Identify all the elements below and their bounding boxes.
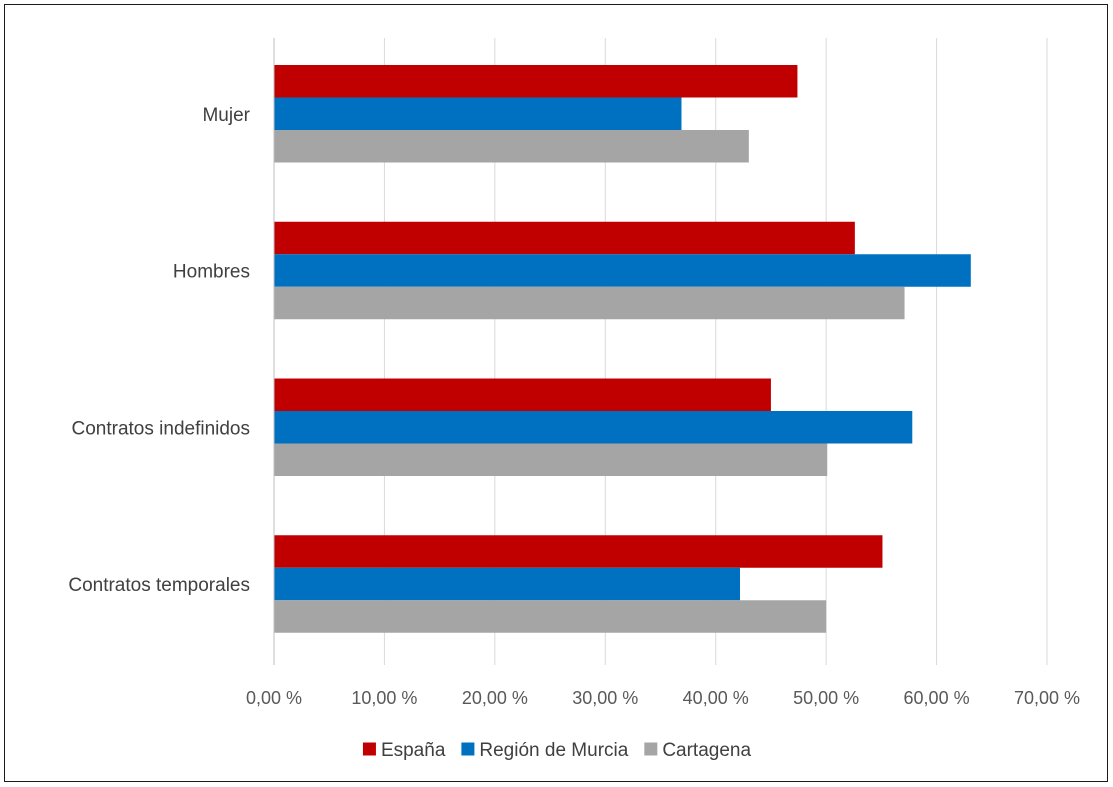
legend-swatch (362, 742, 376, 756)
category-label: Mujer (202, 105, 250, 126)
bar-espana-mujer (274, 65, 798, 98)
bar-espana-hombres (274, 221, 855, 255)
bar-espana-contratos-temporales (274, 535, 883, 568)
legend: España Región de Murcia Cartagena (362, 740, 751, 761)
legend-label: Cartagena (662, 740, 751, 761)
chart-frame: Mujer Hombres Contratos indefinidos Contrat… (4, 4, 1108, 782)
legend-swatch (461, 742, 475, 756)
x-tick-label: 10,00 % (351, 688, 417, 708)
x-tick-label: 20,00 % (462, 688, 528, 708)
x-tick-label: 40,00 % (683, 688, 749, 708)
bar-region-de-murcia-mujer (274, 97, 682, 130)
x-tick-label: 30,00 % (572, 688, 638, 708)
bar-espana-contratos-indefinidos (274, 378, 771, 411)
x-tick-label: 50,00 % (793, 688, 859, 708)
legend-item-cartagena: Cartagena (644, 740, 751, 761)
bar-region-de-murcia-contratos-temporales (274, 567, 741, 601)
bar-cartagena-hombres (274, 286, 905, 320)
x-tick-label: 60,00 % (904, 688, 970, 708)
category-label: Contratos temporales (68, 575, 250, 596)
bar-region-de-murcia-contratos-indefinidos (274, 411, 913, 444)
category-labels: Mujer Hombres Contratos indefinidos Contrat… (68, 105, 250, 596)
bar-region-de-murcia-hombres (274, 254, 971, 287)
category-label: Hombres (173, 262, 250, 283)
legend-label: España (381, 740, 446, 761)
legend-item-region-de-murcia: Región de Murcia (461, 740, 629, 761)
tick-labels: 0,00 % 10,00 % 20,00 % 30,00 % 40,00 % 50,00 … (246, 688, 1080, 708)
legend-item-espana: España (362, 740, 446, 761)
x-tick-label: 0,00 % (246, 688, 302, 708)
bars (274, 65, 971, 633)
bar-cartagena-contratos-indefinidos (274, 443, 828, 476)
x-tick-label: 70,00 % (1014, 688, 1080, 708)
legend-label: Región de Murcia (479, 740, 628, 761)
legend-swatch (644, 742, 658, 756)
bar-chart: Mujer Hombres Contratos indefinidos Contrat… (68, 38, 1080, 761)
bar-cartagena-mujer (274, 130, 749, 163)
bar-cartagena-contratos-temporales (274, 600, 827, 633)
category-label: Contratos indefinidos (72, 418, 251, 439)
